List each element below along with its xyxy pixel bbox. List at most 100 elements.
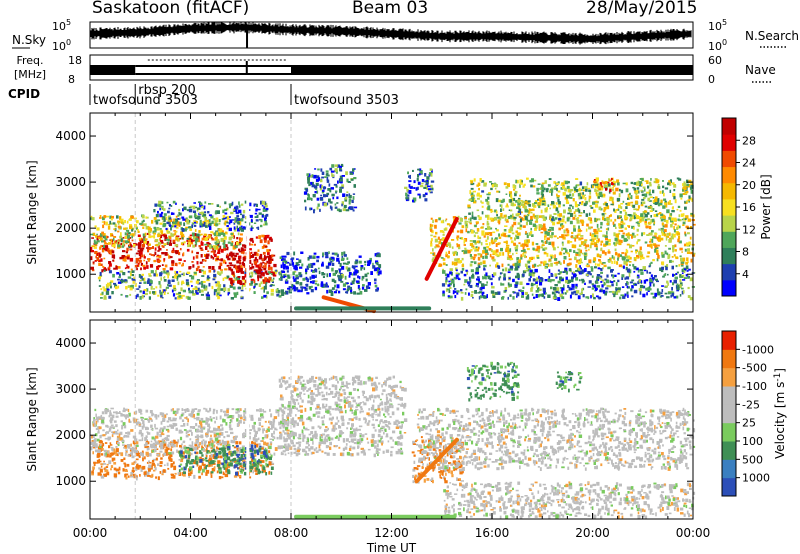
power-pixel	[543, 251, 547, 255]
power-pixel	[541, 203, 545, 206]
power-pixel	[335, 185, 338, 188]
power-pixel	[633, 283, 636, 286]
power-pixel	[449, 271, 452, 275]
velocity-pixel	[201, 458, 205, 462]
power-pixel	[331, 290, 334, 293]
velocity-pixel	[166, 462, 169, 467]
power-pixel	[175, 292, 179, 295]
power-pixel	[548, 178, 552, 180]
power-pixel	[634, 257, 637, 262]
power-pixel	[445, 279, 448, 283]
power-pixel	[281, 257, 284, 261]
power-pixel	[635, 267, 639, 271]
power-pixel	[262, 272, 265, 276]
power-pixel	[637, 224, 640, 227]
power-pixel	[469, 179, 474, 182]
power-pixel	[240, 233, 243, 236]
power-pixel	[205, 285, 208, 290]
power-pixel	[223, 236, 227, 240]
power-pixel	[346, 178, 349, 183]
velocity-pixel	[144, 445, 147, 449]
power-pixel	[693, 223, 696, 226]
power-pixel	[682, 257, 686, 262]
power-pixel	[439, 230, 444, 233]
power-pixel	[649, 243, 653, 248]
power-pixel	[310, 198, 313, 201]
power-pixel	[441, 238, 443, 241]
power-pixel	[662, 218, 666, 221]
velocity-pixel	[212, 444, 216, 448]
power-pixel	[454, 258, 458, 262]
power-pixel	[346, 288, 349, 292]
power-pixel	[338, 278, 342, 281]
power-pixel	[674, 199, 677, 204]
power-pixel	[664, 229, 667, 233]
power-pixel	[573, 189, 576, 193]
power-pixel	[594, 204, 599, 208]
power-pixel	[620, 224, 624, 229]
power-pixel	[571, 272, 574, 275]
power-pixel	[338, 260, 340, 265]
power-pixel	[453, 290, 456, 293]
power-pixel	[122, 250, 126, 253]
power-pixel	[195, 267, 199, 272]
power-pixel	[196, 279, 200, 282]
power-pixel	[443, 228, 447, 231]
power-pixel	[570, 213, 573, 217]
power-pixel	[456, 290, 460, 293]
power-pixel	[295, 281, 299, 285]
power-pixel	[239, 260, 241, 263]
power-pixel	[256, 253, 259, 257]
velocity-pixel	[122, 444, 125, 446]
power-pixel	[669, 259, 672, 263]
power-pixel	[250, 254, 253, 259]
power-pixel	[331, 262, 335, 266]
power-pixel	[571, 231, 574, 235]
power-pixel	[454, 295, 457, 299]
power-pixel	[588, 217, 591, 221]
power-pixel	[110, 233, 113, 237]
power-pixel	[102, 233, 106, 236]
power-pixel	[208, 219, 211, 223]
power-pixel	[324, 194, 329, 197]
power-pixel	[321, 171, 325, 175]
power-pixel	[666, 232, 670, 236]
power-pixel	[556, 287, 560, 292]
power-pixel	[203, 233, 207, 236]
power-pixel	[644, 218, 648, 221]
power-pixel	[205, 225, 208, 228]
velocity-pixel	[239, 441, 242, 445]
power-pixel	[465, 269, 468, 272]
velocity-pixel	[141, 450, 144, 455]
power-pixel	[272, 254, 276, 257]
power-pixel	[270, 271, 274, 273]
power-pixel	[495, 249, 499, 253]
power-pixel	[327, 262, 332, 266]
power-pixel	[664, 245, 667, 247]
power-pixel	[596, 295, 599, 298]
power-pixel	[617, 290, 621, 293]
power-pixel	[136, 293, 139, 298]
power-pixel	[227, 241, 231, 244]
velocity-pixel	[211, 468, 216, 472]
power-pixel	[222, 277, 225, 281]
velocity-pixel	[96, 454, 100, 458]
power-pixel	[448, 244, 452, 248]
power-pixel	[549, 226, 553, 229]
power-pixel	[122, 279, 126, 283]
power-pixel	[319, 208, 321, 212]
power-pixel	[157, 204, 160, 207]
power-pixel	[656, 198, 660, 202]
power-pixel	[512, 213, 514, 216]
power-pixel	[452, 262, 456, 265]
power-pixel	[147, 247, 151, 250]
power-pixel	[209, 222, 212, 226]
velocity-pixel	[220, 442, 222, 446]
power-pixel	[203, 205, 206, 210]
power-pixel	[261, 246, 265, 249]
power-pixel	[336, 253, 339, 256]
power-pixel	[210, 255, 213, 259]
power-pixel	[250, 243, 254, 246]
power-pixel	[688, 241, 692, 246]
power-pixel	[294, 264, 298, 267]
